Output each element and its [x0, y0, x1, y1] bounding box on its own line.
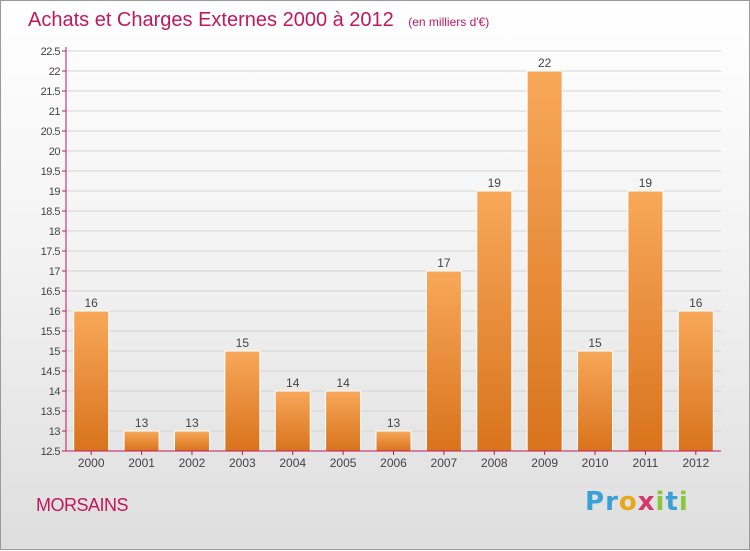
bar: [224, 350, 261, 452]
labels: 12.5 13 13.5 14 14.5 15 15.5 16 16.5 17 17.5 18 18.5…: [41, 46, 710, 470]
bar: [677, 310, 714, 452]
y-tick-label: 22.5: [41, 46, 61, 58]
y-tick-label: 22: [49, 66, 61, 78]
bar-value-label: 19: [488, 176, 502, 190]
place-name: MORSAINS: [36, 495, 129, 515]
y-tick-label: 14: [49, 386, 61, 398]
logo-letter: P: [585, 487, 606, 517]
y-tick-label: 18: [49, 226, 61, 238]
bar: [274, 390, 311, 452]
bar: [627, 190, 664, 452]
bar-value-label: 14: [336, 376, 350, 390]
x-tick-label: 2003: [229, 456, 256, 470]
bar-value-label: 22: [538, 56, 552, 70]
bar: [73, 310, 110, 452]
grid-lines: [66, 50, 721, 452]
y-tick-label: 21.5: [41, 86, 61, 98]
x-tick-label: 2001: [128, 456, 155, 470]
y-tick-label: 18.5: [41, 206, 61, 218]
x-tick-label: 2010: [582, 456, 609, 470]
y-tick-label: 20: [49, 146, 61, 158]
x-tick-label: 2007: [431, 456, 458, 470]
logo-letter: i: [678, 487, 689, 517]
bar-value-label: 17: [437, 256, 451, 270]
chart-title: Achats et Charges Externes 2000 à 2012 (…: [28, 9, 489, 32]
bar: [425, 270, 462, 452]
bar: [577, 350, 614, 452]
x-tick-label: 2009: [531, 456, 558, 470]
y-tick-label: 17.5: [41, 246, 61, 258]
bar: [173, 430, 210, 452]
x-tick-label: 2005: [330, 456, 357, 470]
bar: [375, 430, 412, 452]
y-tick-label: 14.5: [41, 366, 61, 378]
bar: [476, 190, 513, 452]
x-tick-label: 2008: [481, 456, 508, 470]
y-tick-label: 12.5: [41, 446, 61, 458]
bar-value-label: 13: [135, 416, 149, 430]
logo-letter: t: [665, 487, 679, 517]
bars: [73, 70, 714, 452]
x-tick-label: 2002: [179, 456, 206, 470]
x-tick-label: 2012: [682, 456, 709, 470]
logo-letter: x: [637, 487, 656, 517]
y-tick-label: 20.5: [41, 126, 61, 138]
y-tick-label: 17: [49, 266, 61, 278]
logo-letter: o: [618, 487, 638, 517]
bar-value-label: 13: [387, 416, 401, 430]
y-tick-label: 21: [49, 106, 61, 118]
bar-value-label: 14: [286, 376, 300, 390]
x-tick-label: 2004: [279, 456, 306, 470]
proxiti-logo: Proxiti: [585, 487, 689, 517]
bar: [325, 390, 362, 452]
axes: [62, 47, 721, 455]
bar-value-label: 13: [185, 416, 199, 430]
bar: [123, 430, 160, 452]
y-tick-label: 13: [49, 426, 61, 438]
chart-title-text: Achats et Charges Externes 2000 à 2012: [28, 9, 394, 31]
y-tick-label: 19.5: [41, 166, 61, 178]
bar-value-label: 15: [236, 336, 250, 350]
bar-value-label: 16: [689, 296, 703, 310]
y-tick-label: 13.5: [41, 406, 61, 418]
x-tick-label: 2006: [380, 456, 407, 470]
bar: [526, 70, 563, 452]
bar-value-label: 16: [85, 296, 99, 310]
logo-letter: r: [605, 487, 619, 517]
bar-value-label: 15: [588, 336, 602, 350]
y-tick-label: 15.5: [41, 326, 61, 338]
logo-letter: i: [655, 487, 666, 517]
x-tick-label: 2000: [78, 456, 105, 470]
x-tick-label: 2011: [633, 456, 659, 470]
chart-unit-label: (en milliers d'€): [408, 15, 490, 29]
y-tick-label: 19: [49, 186, 61, 198]
y-tick-label: 16.5: [41, 286, 61, 298]
bar-value-label: 19: [639, 176, 653, 190]
y-tick-label: 16: [49, 306, 61, 318]
y-tick-label: 15: [49, 346, 61, 358]
